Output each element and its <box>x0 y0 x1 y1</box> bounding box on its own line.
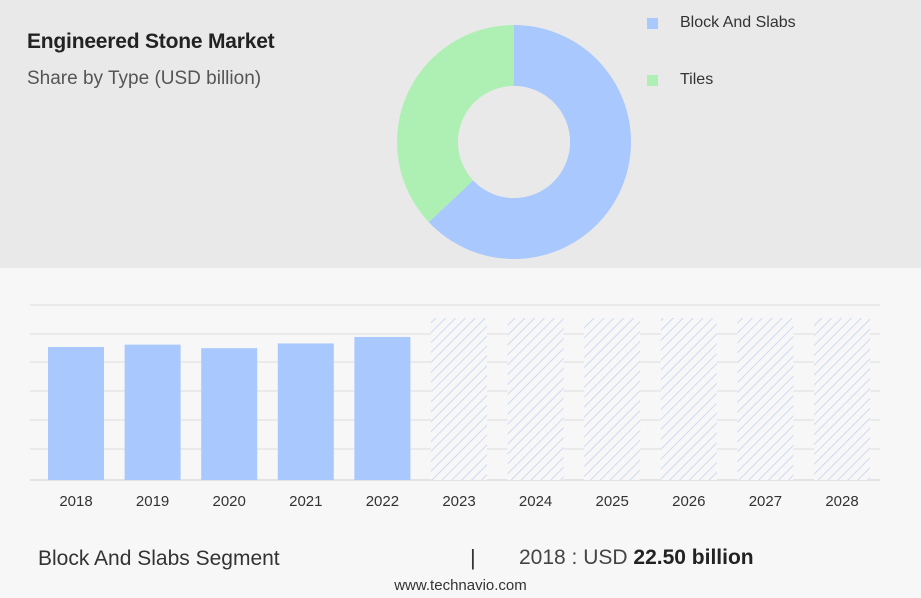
legend-label: Block And Slabs <box>680 14 796 31</box>
chart-subtitle: Share by Type (USD billion) <box>27 68 262 89</box>
legend-swatch <box>647 17 658 29</box>
x-tick-label: 2026 <box>672 493 705 510</box>
forecast-bar-2024 <box>507 318 564 480</box>
x-tick-label: 2024 <box>519 493 552 510</box>
forecast-bar-2026 <box>660 318 717 480</box>
forecast-bar-2023 <box>431 318 487 480</box>
segment-value-prefix: 2018 : USD <box>519 546 628 569</box>
forecast-bar-2025 <box>584 318 641 480</box>
x-tick-label: 2021 <box>289 493 322 510</box>
legend-item-block-and-slabs: Block And Slabs <box>647 14 796 32</box>
segment-value: 2018 : USD 22.50 billion <box>519 546 754 570</box>
website-link[interactable]: www.technavio.com <box>394 577 527 594</box>
footer-separator: | <box>470 545 476 570</box>
bar-chart: 2018 2019 2020 2021 2022 2023 2024 2025 2026 2027… <box>30 304 880 510</box>
legend-item-tiles: Tiles <box>647 71 713 89</box>
legend-label: Tiles <box>680 71 714 88</box>
bar-2019 <box>124 344 181 480</box>
x-tick-label: 2022 <box>366 493 399 510</box>
x-tick-label: 2020 <box>213 493 246 510</box>
bar-2022 <box>354 336 411 480</box>
donut-chart <box>397 25 631 259</box>
x-tick-label: 2018 <box>59 493 92 510</box>
x-tick-label: 2028 <box>825 493 858 510</box>
x-tick-label: 2023 <box>442 493 475 510</box>
x-tick-label: 2019 <box>136 493 169 510</box>
donut-hole <box>458 86 570 198</box>
segment-value-amount: 22.50 billion <box>633 546 754 569</box>
bar-2021 <box>277 343 334 480</box>
bar-2020 <box>201 348 258 480</box>
segment-label: Block And Slabs Segment <box>38 547 280 570</box>
legend-swatch <box>647 74 658 86</box>
forecast-bar-2027 <box>737 318 794 480</box>
donut-slice-tiles <box>397 25 514 223</box>
donut-slice-block-and-slabs <box>428 25 631 259</box>
x-tick-label: 2027 <box>749 493 782 510</box>
forecast-bar-2028 <box>814 318 870 480</box>
chart-title: Engineered Stone Market <box>27 30 275 53</box>
bar-2018 <box>48 347 104 480</box>
x-tick-label: 2025 <box>596 493 629 510</box>
